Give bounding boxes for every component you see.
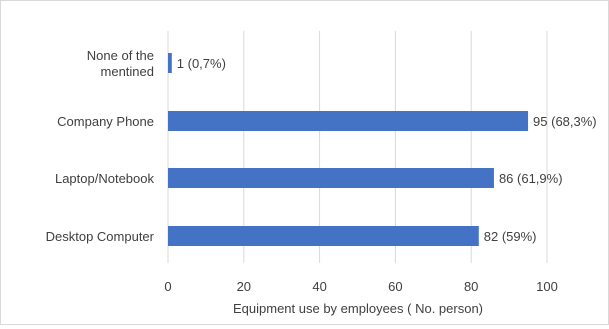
x-tick-label: 100	[536, 279, 558, 294]
bars	[168, 53, 529, 246]
category-label-line: Laptop/Notebook	[55, 171, 155, 186]
x-tick-labels: 0 20 40 60 80 100	[164, 279, 557, 294]
category-labels: None of the mentined Company Phone Laptop/N…	[46, 48, 155, 244]
bar-2	[168, 168, 494, 188]
x-tick-label: 60	[388, 279, 402, 294]
category-label-line: None of the	[87, 48, 154, 63]
category-label: Desktop Computer	[46, 229, 155, 244]
category-label-line: Company Phone	[57, 114, 154, 129]
data-label: 95 (68,3%)	[533, 114, 597, 129]
data-label: 1 (0,7%)	[177, 56, 226, 71]
data-label: 86 (61,9%)	[499, 171, 563, 186]
category-label-line: Desktop Computer	[46, 229, 155, 244]
data-labels: 1 (0,7%) 95 (68,3%) 86 (61,9%) 82 (59%)	[177, 56, 597, 244]
data-label: 82 (59%)	[484, 229, 537, 244]
bar-1	[168, 111, 529, 131]
x-tick-label: 20	[237, 279, 251, 294]
bar-3	[168, 226, 479, 246]
x-axis-title: Equipment use by employees ( No. person)	[233, 301, 483, 316]
x-tick-label: 40	[312, 279, 326, 294]
bar-chart: None of the mentined Company Phone Laptop/N…	[46, 31, 597, 316]
category-label: Company Phone	[57, 114, 154, 129]
category-label-line: mentined	[101, 64, 154, 79]
x-tick-label: 80	[464, 279, 478, 294]
x-tick-label: 0	[164, 279, 171, 294]
gridlines	[167, 31, 548, 263]
category-label: None of the mentined	[87, 48, 154, 79]
category-label: Laptop/Notebook	[55, 171, 155, 186]
bar-0	[168, 53, 172, 73]
